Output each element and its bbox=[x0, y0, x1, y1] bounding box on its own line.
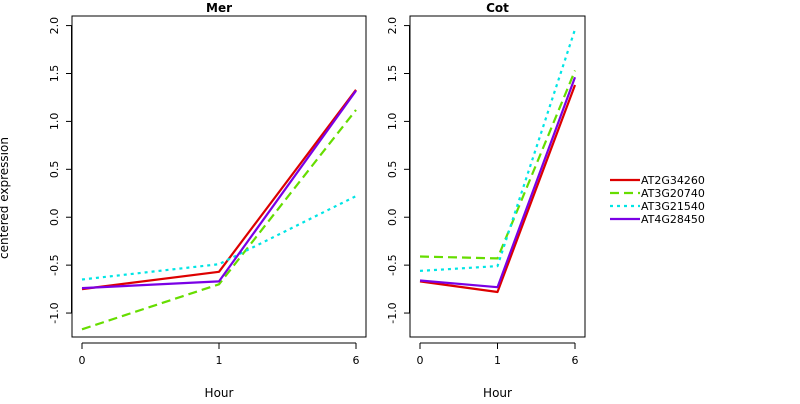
y-tick-label: 0.0 bbox=[386, 208, 399, 226]
plot-frame bbox=[71, 15, 367, 338]
panel-title: Cot bbox=[486, 1, 509, 15]
y-tick-label: 1.5 bbox=[386, 65, 399, 83]
y-tick-label: -0.5 bbox=[386, 254, 399, 275]
x-tick-label: 6 bbox=[353, 354, 360, 367]
y-tick-label: 0.5 bbox=[48, 161, 61, 179]
series-line-at2g34260 bbox=[81, 89, 357, 291]
x-tick-label: 1 bbox=[216, 354, 223, 367]
legend-label: AT3G21540 bbox=[641, 200, 705, 213]
y-tick-label: 0.5 bbox=[386, 161, 399, 179]
y-tick-label: 1.0 bbox=[386, 113, 399, 131]
plot-frame bbox=[409, 15, 586, 338]
y-tick-label: 0.0 bbox=[48, 208, 61, 226]
legend-label: AT2G34260 bbox=[641, 174, 705, 187]
x-tick-label: 0 bbox=[79, 354, 86, 367]
y-tick-label: 1.0 bbox=[48, 113, 61, 131]
legend-label: AT3G20740 bbox=[641, 187, 705, 200]
x-tick-label: 0 bbox=[417, 354, 424, 367]
x-tick-label: 1 bbox=[494, 354, 501, 367]
x-tick-label: 6 bbox=[572, 354, 579, 367]
y-tick-label: -1.0 bbox=[48, 302, 61, 323]
y-tick-label: 2.0 bbox=[48, 17, 61, 35]
y-tick-label: 1.5 bbox=[48, 65, 61, 83]
panel-title: Mer bbox=[206, 1, 232, 15]
series-line-at4g28450 bbox=[419, 76, 577, 289]
series-line-at3g21540 bbox=[419, 29, 577, 272]
x-axis-title: Hour bbox=[205, 386, 234, 400]
y-tick-label: -0.5 bbox=[48, 254, 61, 275]
legend-label: AT4G28450 bbox=[641, 213, 705, 226]
series-line-at3g21540 bbox=[81, 195, 357, 281]
y-tick-label: 2.0 bbox=[386, 17, 399, 35]
x-axis-title: Hour bbox=[483, 386, 512, 400]
series-line-at3g20740 bbox=[81, 109, 357, 331]
series-line-at3g20740 bbox=[419, 70, 577, 260]
y-axis-title: centered expression bbox=[0, 137, 11, 259]
series-line-at2g34260 bbox=[419, 84, 577, 294]
series-line-at4g28450 bbox=[81, 90, 357, 290]
y-tick-label: -1.0 bbox=[386, 302, 399, 323]
